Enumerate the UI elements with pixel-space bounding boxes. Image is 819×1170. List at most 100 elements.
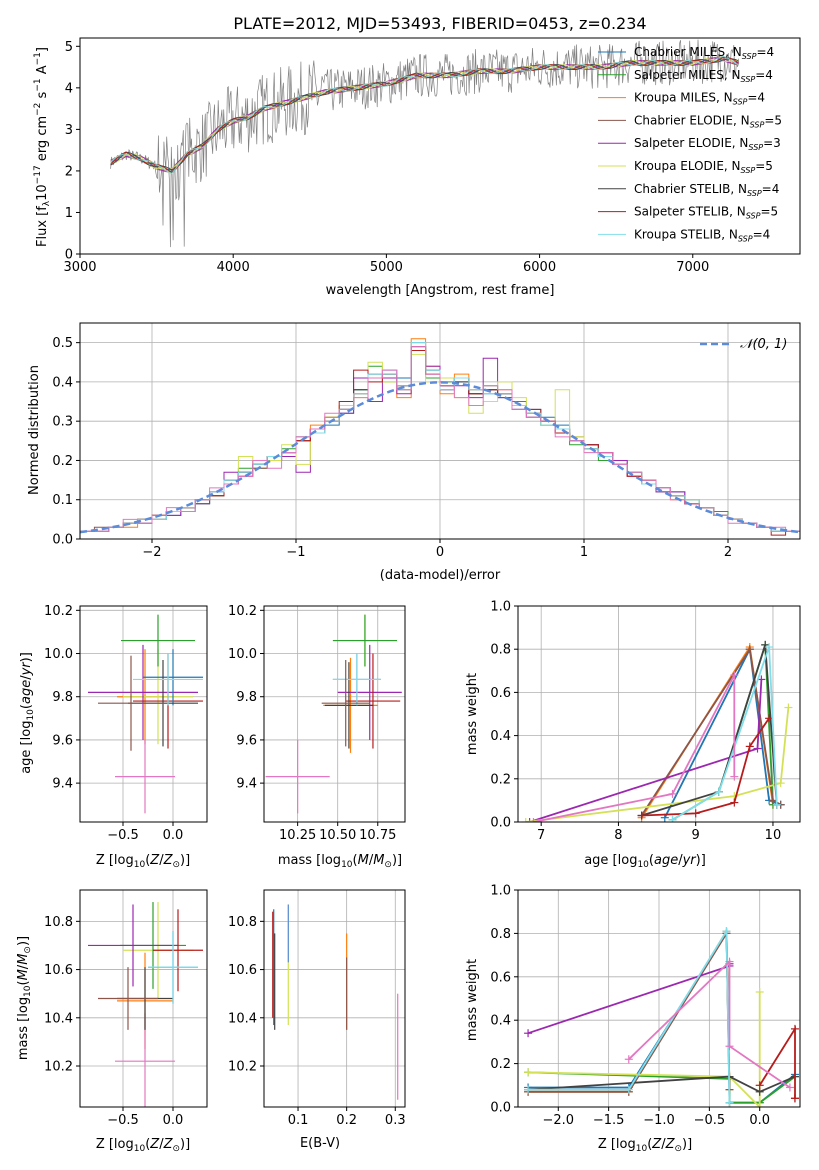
massweight-vs-z-panel: −2.0 −1.5 −1.0 −0.5 0.0 0.0 0.2 0.4 0.6 0.8 1.0 Z … <box>465 884 801 1154</box>
axes-frame <box>79 37 801 255</box>
mass-weight-line <box>528 992 761 1107</box>
y-tick-label: 0.4 <box>490 729 511 744</box>
y-tick-label: 0.5 <box>52 336 73 351</box>
legend-label: Chabrier MILES, NSSP=4 <box>634 45 774 61</box>
x-tick-label: 0.3 <box>385 1113 406 1128</box>
y-tick-label: 0.0 <box>52 533 73 548</box>
x-tick-label: 10.50 <box>319 828 356 843</box>
x-tick-label: −1.5 <box>593 1113 625 1128</box>
legend-label: Chabrier STELIB, NSSP=4 <box>634 182 779 198</box>
y-tick-label: 0.1 <box>52 493 73 508</box>
y-tick-label: 0.0 <box>490 816 511 831</box>
x-tick-label: 6000 <box>523 260 556 275</box>
massweight-vs-age-x-label: age [log10(age/yr)] <box>584 853 706 870</box>
spectrum-panel: 3000 4000 5000 6000 7000 0 1 2 3 4 5 Chabrier MILE… <box>33 37 801 298</box>
axes-frame <box>263 889 406 1108</box>
y-tick-label: 10.2 <box>228 604 257 619</box>
clipped-layer <box>88 902 203 1107</box>
x-tick-label: −2 <box>142 545 161 560</box>
y-tick-label: 10.8 <box>44 915 73 930</box>
legend-label: Salpeter MILES, NSSP=4 <box>634 68 773 84</box>
y-tick-label: 10.8 <box>228 915 257 930</box>
y-tick-label: 10.4 <box>44 1011 73 1026</box>
y-tick-label: 0.3 <box>52 415 73 430</box>
y-tick-label: 10.6 <box>228 963 257 978</box>
mass-weight-line <box>528 928 731 1103</box>
y-tick-label: 0.6 <box>490 970 511 985</box>
histogram-x-label: (data-model)/error <box>380 568 501 583</box>
x-tick-label: 7000 <box>676 260 709 275</box>
mass-vs-z-x-label: Z [log10(Z/Z⊙)] <box>96 1137 190 1154</box>
y-tick-label: 0.2 <box>490 1057 511 1072</box>
x-tick-label: 10.75 <box>359 828 396 843</box>
x-tick-label: 3000 <box>63 260 96 275</box>
y-tick-label: 9.6 <box>52 733 73 748</box>
y-tick-label: 10.6 <box>44 963 73 978</box>
x-tick-label: 1 <box>580 545 588 560</box>
massweight-vs-age-plot-area: 7 8 9 10 0.0 0.2 0.4 0.6 0.8 1.0 <box>490 600 801 843</box>
mass-weight-line <box>628 959 791 1089</box>
age-vs-z-panel: −0.5 0.0 9.4 9.6 9.8 10.0 10.2 Z [log10(Z/Z⊙)]… <box>19 604 208 870</box>
x-tick-label: 0.0 <box>749 1113 770 1128</box>
x-tick-label: 0 <box>436 545 444 560</box>
y-tick-label: 3 <box>65 123 73 138</box>
mass-weight-line <box>672 646 778 821</box>
histogram-plot-area: −2 −1 0 1 2 0.0 0.1 0.2 0.3 0.4 0.5 <box>52 322 801 560</box>
y-tick-label: 0.8 <box>490 927 511 942</box>
legend-label: Salpeter STELIB, NSSP=5 <box>634 205 778 221</box>
axes-frame <box>79 889 208 1108</box>
y-tick-label: 9.8 <box>52 690 73 705</box>
age-vs-z-y-label: age [log10(age/yr)] <box>19 652 36 774</box>
y-tick-label: 10.0 <box>44 647 73 662</box>
x-tick-label: 7 <box>537 828 545 843</box>
x-tick-label: 2 <box>724 545 732 560</box>
y-tick-label: 0.4 <box>52 375 73 390</box>
massweight-vs-age-panel: 7 8 9 10 0.0 0.2 0.4 0.6 0.8 1.0 age [log10(age/y… <box>465 600 801 870</box>
axes-frame <box>79 605 208 823</box>
x-tick-label: 0.1 <box>288 1113 309 1128</box>
massweight-vs-z-plot-area: −2.0 −1.5 −1.0 −0.5 0.0 0.0 0.2 0.4 0.6 0.8 1.0 <box>490 884 801 1128</box>
normal-curve-label: 𝒩(0, 1) <box>740 337 787 352</box>
x-tick-label: 4000 <box>217 260 250 275</box>
x-tick-label: 5000 <box>370 260 403 275</box>
y-tick-label: 0 <box>65 248 73 263</box>
y-tick-label: 4 <box>65 81 73 96</box>
y-tick-label: 1.0 <box>490 600 511 615</box>
mass-vs-ebv-x-label: E(B-V) <box>300 1136 340 1151</box>
y-tick-label: 10.2 <box>44 604 73 619</box>
residual-histogram-panel: −2 −1 0 1 2 0.0 0.1 0.2 0.3 0.4 0.5 (data-model)/e… <box>27 322 801 583</box>
x-tick-label: 10 <box>765 828 782 843</box>
x-tick-label: −2.0 <box>542 1113 574 1128</box>
clipped-layer <box>521 640 793 822</box>
legend: Chabrier MILES, NSSP=4 Salpeter MILES, NS… <box>598 45 782 243</box>
clipped-layer <box>524 927 799 1107</box>
mass-weight-line <box>533 674 736 822</box>
x-tick-label: 0.2 <box>336 1113 357 1128</box>
x-tick-label: −0.5 <box>107 828 139 843</box>
x-tick-label: 9 <box>692 828 700 843</box>
x-tick-label: 0.0 <box>163 828 184 843</box>
x-tick-label: 8 <box>614 828 622 843</box>
y-tick-label: 0.0 <box>490 1101 511 1116</box>
normal-curve-legend: 𝒩(0, 1) <box>700 337 787 352</box>
mass-weight-line <box>528 1075 796 1093</box>
y-tick-label: 0.2 <box>52 454 73 469</box>
massweight-vs-age-y-label: mass weight <box>465 673 480 755</box>
y-tick-label: 0.6 <box>490 686 511 701</box>
histogram-y-label: Normed distribution <box>27 365 42 495</box>
clipped-layer <box>80 338 800 539</box>
clipped-layer <box>265 614 402 814</box>
y-tick-label: 1.0 <box>490 884 511 899</box>
normal-distribution-curve <box>80 381 800 534</box>
y-tick-label: 10.2 <box>228 1060 257 1075</box>
clipped-layer <box>88 614 203 814</box>
y-tick-label: 1 <box>65 206 73 221</box>
y-tick-label: 2 <box>65 164 73 179</box>
y-tick-label: 9.4 <box>236 777 257 792</box>
y-tick-label: 9.6 <box>236 733 257 748</box>
figure-title: PLATE=2012, MJD=53493, FIBERID=0453, z=0… <box>233 14 646 33</box>
massweight-vs-z-x-label: Z [log10(Z/Z⊙)] <box>598 1137 692 1154</box>
x-tick-label: 10.25 <box>279 828 316 843</box>
age-vs-z-plot-area: −0.5 0.0 9.4 9.6 9.8 10.0 10.2 <box>44 604 208 843</box>
